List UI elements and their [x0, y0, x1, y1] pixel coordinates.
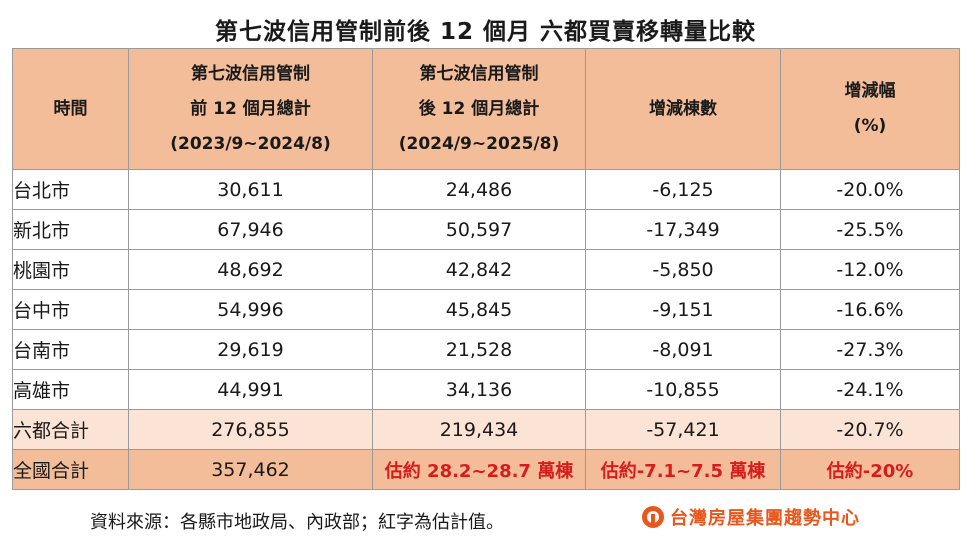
- data-source-note: 資料來源：各縣市地政局、內政部；紅字為估計值。: [90, 512, 504, 533]
- before-total: 29,619: [128, 329, 373, 370]
- page-title: 第七波信用管制前後 12 個月 六都買賣移轉量比較: [214, 19, 757, 45]
- diff-pct: -12.0%: [780, 249, 960, 290]
- comparison-table: 時間 第七波信用管制 前 12 個月總計 (2023/9~2024/8) 第七波…: [12, 48, 960, 490]
- diff-count: -9,151: [585, 289, 781, 330]
- header-after: 第七波信用管制 後 12 個月總計 (2024/9~2025/8): [372, 48, 586, 170]
- after-total: 24,486: [372, 169, 586, 210]
- brand-logo-text: 台灣房屋集團趨勢中心: [670, 508, 860, 529]
- diff-pct: -25.5%: [780, 209, 960, 250]
- six-cities-total-row: 六都合計 276,855 219,434 -57,421 -20.7%: [12, 409, 960, 450]
- diff-count: -5,850: [585, 249, 781, 290]
- city-name: 台南市: [12, 329, 129, 370]
- diff-pct: -20.7%: [780, 409, 960, 450]
- after-total: 21,528: [372, 329, 586, 370]
- before-total: 357,462: [128, 449, 373, 490]
- table-row: 高雄市 44,991 34,136 -10,855 -24.1%: [12, 369, 960, 410]
- city-name: 六都合計: [12, 409, 129, 450]
- before-total: 276,855: [128, 409, 373, 450]
- city-name: 高雄市: [12, 369, 129, 410]
- national-total-row: 全國合計 357,462 估約 28.2~28.7 萬棟 估約-7.1~7.5 …: [12, 449, 960, 490]
- city-name: 新北市: [12, 209, 129, 250]
- after-total: 219,434: [372, 409, 586, 450]
- after-estimate: 估約 28.2~28.7 萬棟: [372, 449, 586, 490]
- before-total: 30,611: [128, 169, 373, 210]
- before-total: 48,692: [128, 249, 373, 290]
- header-pct: 增減幅 (%): [780, 48, 960, 170]
- table-row: 台南市 29,619 21,528 -8,091 -27.3%: [12, 329, 960, 370]
- diff-estimate: 估約-7.1~7.5 萬棟: [585, 449, 781, 490]
- table-row: 桃園市 48,692 42,842 -5,850 -12.0%: [12, 249, 960, 290]
- after-total: 34,136: [372, 369, 586, 410]
- after-total: 45,845: [372, 289, 586, 330]
- diff-pct: -27.3%: [780, 329, 960, 370]
- diff-count: -17,349: [585, 209, 781, 250]
- city-name: 台中市: [12, 289, 129, 330]
- diff-pct: -16.6%: [780, 289, 960, 330]
- after-total: 42,842: [372, 249, 586, 290]
- table-row: 新北市 67,946 50,597 -17,349 -25.5%: [12, 209, 960, 250]
- diff-count: -6,125: [585, 169, 781, 210]
- header-row: 時間 第七波信用管制 前 12 個月總計 (2023/9~2024/8) 第七波…: [12, 48, 960, 170]
- after-total: 50,597: [372, 209, 586, 250]
- header-time: 時間: [12, 48, 129, 170]
- header-diff: 增減棟數: [585, 48, 781, 170]
- pct-estimate: 估約-20%: [780, 449, 960, 490]
- brand-logo: 台灣房屋集團趨勢中心: [642, 504, 860, 530]
- diff-count: -10,855: [585, 369, 781, 410]
- diff-count: -8,091: [585, 329, 781, 370]
- header-before: 第七波信用管制 前 12 個月總計 (2023/9~2024/8): [128, 48, 373, 170]
- table-row: 台北市 30,611 24,486 -6,125 -20.0%: [12, 169, 960, 210]
- before-total: 54,996: [128, 289, 373, 330]
- city-name: 桃園市: [12, 249, 129, 290]
- table-row: 台中市 54,996 45,845 -9,151 -16.6%: [12, 289, 960, 330]
- diff-count: -57,421: [585, 409, 781, 450]
- before-total: 44,991: [128, 369, 373, 410]
- diff-pct: -20.0%: [780, 169, 960, 210]
- before-total: 67,946: [128, 209, 373, 250]
- city-name: 台北市: [12, 169, 129, 210]
- city-name: 全國合計: [12, 449, 129, 490]
- taiwan-realty-logo-icon: [642, 506, 664, 528]
- diff-pct: -24.1%: [780, 369, 960, 410]
